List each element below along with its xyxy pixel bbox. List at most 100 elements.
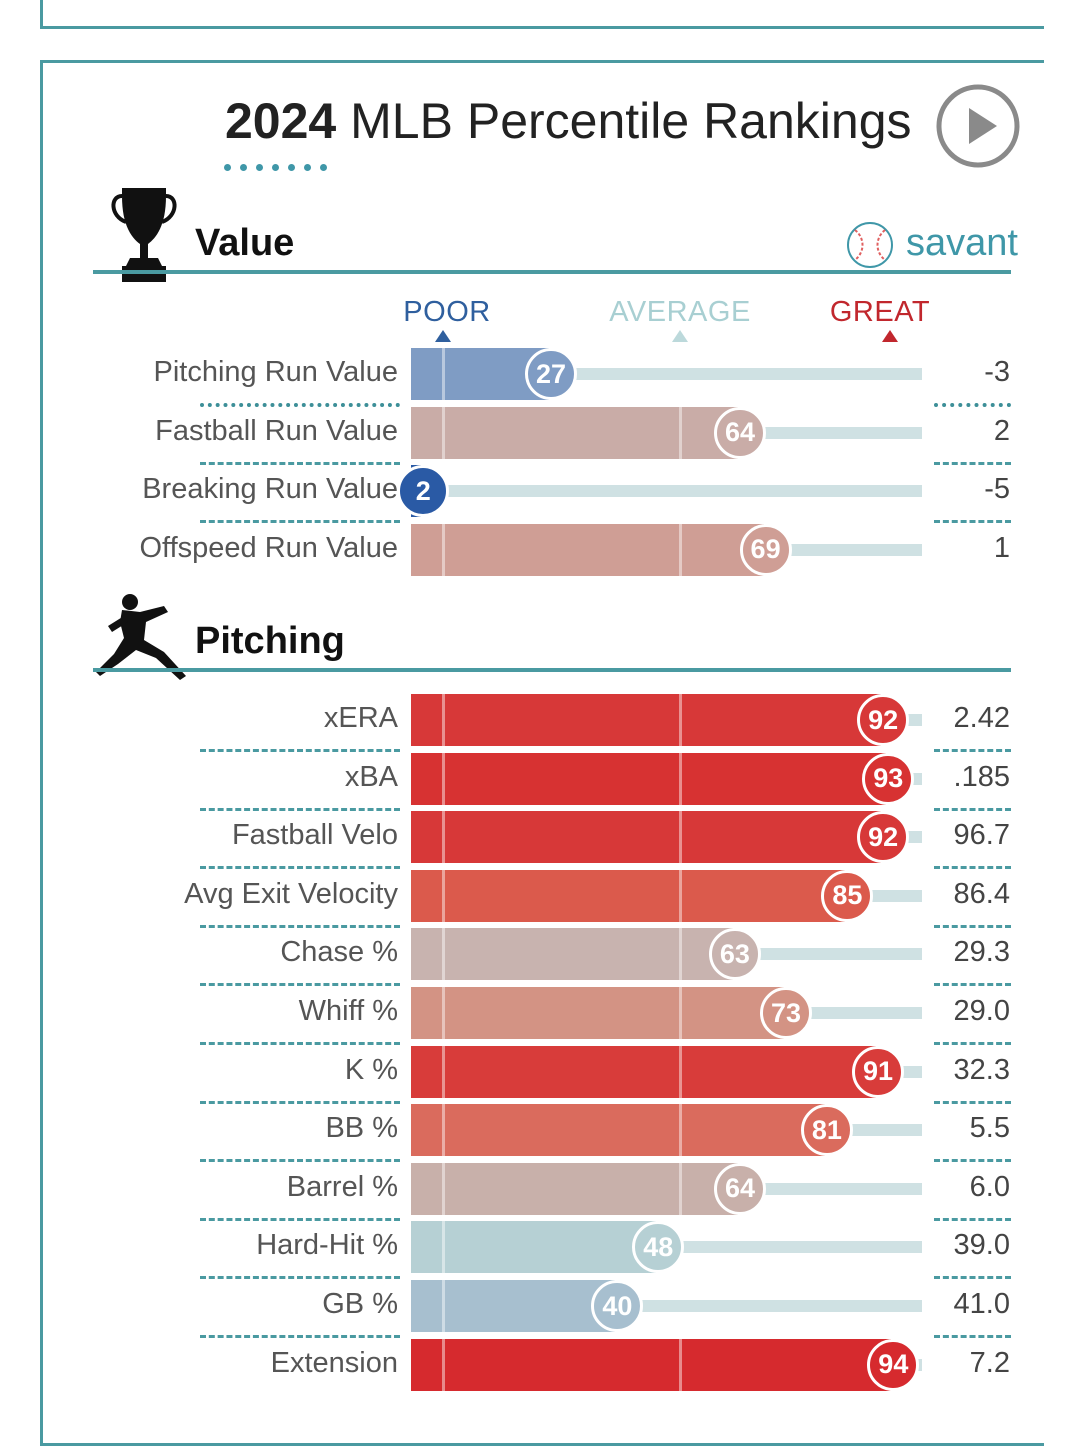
section-title-pitching: Pitching: [195, 620, 345, 662]
row-divider-right: [934, 924, 1011, 928]
row-divider-left: [200, 461, 400, 465]
poor-gridline: [441, 1338, 445, 1391]
poor-gridline: [441, 1221, 445, 1274]
page-title: 2024 MLB Percentile Rankings: [225, 92, 912, 150]
poor-gridline: [441, 1162, 445, 1215]
poor-gridline: [441, 1104, 445, 1157]
metric-label: Fastball Run Value: [155, 414, 398, 447]
percentile-bar: [411, 406, 739, 459]
row-divider-left: [200, 1042, 400, 1045]
percentile-bar: [411, 752, 887, 805]
row-divider-right: [934, 1100, 1011, 1104]
row-divider-right: [934, 1042, 1011, 1045]
metric-value: 41.0: [953, 1288, 1010, 1320]
row-divider-left: [200, 1217, 400, 1221]
play-icon[interactable]: [936, 84, 1020, 168]
percentile-badge: 81: [800, 1104, 853, 1157]
poor-gridline: [441, 406, 445, 459]
average-gridline: [679, 1162, 683, 1215]
title-text: MLB Percentile Rankings: [350, 93, 912, 149]
metric-label: Offspeed Run Value: [139, 531, 399, 564]
percentile-track: [411, 485, 922, 498]
metric-value: 7.2: [969, 1346, 1010, 1379]
metric-label: Extension: [270, 1346, 398, 1379]
percentile-badge: 91: [852, 1045, 904, 1098]
metric-value: 29.3: [953, 936, 1010, 969]
row-divider-right: [934, 461, 1011, 465]
row-divider-right: [934, 1217, 1011, 1221]
percentile-badge: 64: [714, 406, 767, 459]
metric-value: 5.5: [969, 1112, 1010, 1145]
average-gridline: [679, 987, 683, 1039]
metric-value: -5: [984, 473, 1010, 506]
metric-value: 32.3: [953, 1053, 1010, 1086]
metric-label: GB %: [322, 1288, 398, 1320]
row-divider-left: [200, 749, 400, 752]
baseball-icon: [847, 222, 893, 268]
section-rule-value: [93, 270, 1011, 274]
row-divider-right: [934, 1159, 1011, 1163]
row-divider-left: [200, 983, 400, 987]
metric-value: 1: [993, 531, 1010, 564]
metric-label: Barrel %: [286, 1170, 398, 1203]
percentile-badge: 69: [739, 523, 792, 576]
section-rule-pitching: [93, 668, 1011, 672]
row-divider-left: [200, 1335, 400, 1338]
percentile-bar: [411, 1162, 739, 1215]
row-divider-right: [934, 983, 1011, 987]
metric-label: BB %: [325, 1112, 398, 1145]
title-year: 2024: [225, 93, 337, 149]
poor-marker-icon: [435, 330, 451, 342]
percentile-bar: [411, 1104, 825, 1157]
great-marker-icon: [882, 330, 898, 342]
metric-label: Avg Exit Velocity: [184, 877, 398, 910]
percentile-bar: [411, 987, 785, 1039]
poor-gridline: [441, 1045, 445, 1098]
metric-label: K %: [344, 1053, 398, 1086]
average-gridline: [679, 406, 683, 459]
previous-card-edge: [40, 0, 1044, 29]
section-title-value: Value: [195, 222, 295, 264]
metric-value: 2.42: [953, 702, 1010, 734]
row-divider-left: [200, 1100, 400, 1104]
percentile-bar: [411, 928, 733, 981]
metric-value: 86.4: [953, 877, 1010, 910]
row-divider-left: [200, 866, 400, 870]
poor-gridline: [441, 348, 445, 400]
poor-gridline: [441, 869, 445, 922]
scale-poor-label: POOR: [403, 296, 491, 328]
poor-gridline: [441, 1280, 445, 1332]
row-divider-left: [200, 403, 400, 407]
pitcher-icon: [96, 594, 186, 680]
percentile-bar: [411, 1221, 657, 1274]
percentile-badge: 64: [714, 1162, 767, 1215]
metric-label: Chase %: [280, 936, 398, 969]
percentile-badge: 73: [760, 987, 813, 1039]
metric-value: 29.0: [953, 995, 1010, 1027]
row-divider-left: [200, 1276, 400, 1280]
metric-value: 96.7: [953, 819, 1010, 852]
average-gridline: [679, 869, 683, 922]
row-divider-right: [934, 807, 1011, 811]
poor-gridline: [441, 987, 445, 1039]
row-divider-right: [934, 1276, 1011, 1280]
poor-gridline: [441, 752, 445, 805]
percentile-badge: 93: [862, 752, 915, 805]
poor-gridline: [441, 694, 445, 746]
percentile-bar: [411, 1045, 876, 1098]
row-divider-left: [200, 807, 400, 811]
poor-gridline: [441, 928, 445, 981]
metric-label: Pitching Run Value: [153, 356, 398, 388]
row-divider-right: [934, 1335, 1011, 1338]
row-divider-right: [934, 866, 1011, 870]
average-gridline: [679, 694, 683, 746]
average-gridline: [679, 1104, 683, 1157]
percentile-bar: [411, 694, 882, 746]
scale-great-label: GREAT: [829, 296, 931, 328]
row-divider-right: [934, 749, 1011, 752]
percentile-bar: [411, 811, 882, 864]
row-divider-left: [200, 924, 400, 928]
percentile-bar: [411, 1280, 616, 1332]
metric-label: xERA: [323, 702, 398, 734]
metric-label: xBA: [344, 760, 398, 793]
